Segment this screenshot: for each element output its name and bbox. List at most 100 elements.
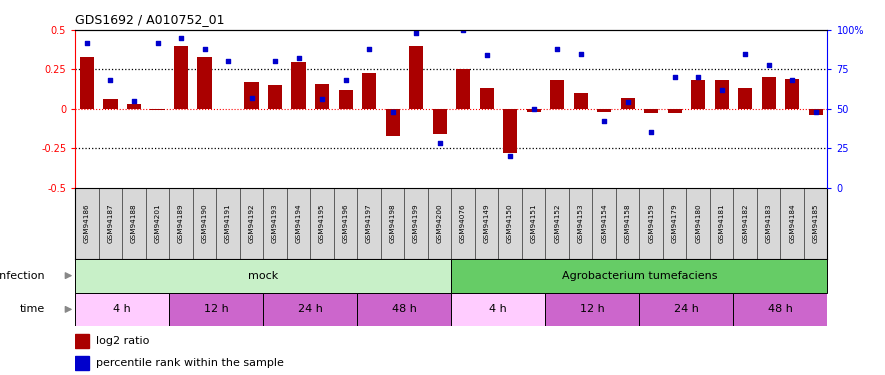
Bar [573,93,588,109]
Text: 24 h: 24 h [674,304,699,314]
Bar [480,88,494,109]
Bar [264,292,358,326]
Text: GSM94192: GSM94192 [249,203,255,243]
Text: GSM94183: GSM94183 [766,203,772,243]
Text: GSM94196: GSM94196 [342,203,349,243]
Bar [503,109,517,153]
Point [386,109,400,115]
Point [197,46,212,52]
Text: mock: mock [248,271,279,280]
Point [809,109,823,115]
Point [127,98,141,104]
Point [456,27,470,33]
Point [338,77,352,83]
Text: GSM94182: GSM94182 [743,203,748,243]
Text: GSM94153: GSM94153 [578,203,583,243]
Point [409,30,423,36]
Bar [80,57,94,109]
Text: GSM94193: GSM94193 [272,203,278,243]
Text: GSM94186: GSM94186 [84,203,90,243]
Bar [691,80,705,109]
Text: infection: infection [0,271,44,280]
Text: percentile rank within the sample: percentile rank within the sample [96,358,284,368]
Bar [268,85,282,109]
Point [150,40,165,46]
Bar [715,80,728,109]
Text: GSM94198: GSM94198 [389,203,396,243]
Text: GSM94159: GSM94159 [648,203,654,243]
Text: GSM94194: GSM94194 [296,203,302,243]
Point [527,106,541,112]
Point [268,58,282,64]
Point [738,51,752,57]
Text: GSM94154: GSM94154 [601,203,607,243]
Point [762,62,776,68]
Bar [127,104,141,109]
Text: GSM94184: GSM94184 [789,203,796,243]
Bar [75,259,451,292]
Point [503,153,517,159]
Bar [620,98,635,109]
Text: GSM94189: GSM94189 [178,203,184,243]
Point [573,51,588,57]
Text: Agrobacterium tumefaciens: Agrobacterium tumefaciens [562,271,717,280]
Point [714,87,728,93]
Bar [75,334,89,348]
Text: GSM94185: GSM94185 [812,203,819,243]
Bar [545,292,639,326]
Text: GSM94152: GSM94152 [554,203,560,243]
Text: GSM94181: GSM94181 [719,203,725,243]
Text: GSM94076: GSM94076 [460,203,466,243]
Point [785,77,799,83]
Point [667,74,681,80]
Text: GSM94179: GSM94179 [672,203,678,243]
Point [550,46,565,52]
Bar [734,292,827,326]
Bar [174,46,188,109]
Bar [75,292,169,326]
Text: GSM94188: GSM94188 [131,203,137,243]
Bar [244,82,258,109]
Text: 12 h: 12 h [204,304,228,314]
Point [644,129,658,135]
Bar [150,109,165,110]
Text: 24 h: 24 h [298,304,323,314]
Point [104,77,118,83]
Point [174,35,189,41]
Bar [785,79,799,109]
Point [244,95,258,101]
Text: GSM94150: GSM94150 [507,203,513,243]
Bar [527,109,541,112]
Bar [639,292,734,326]
Bar [550,80,565,109]
Text: log2 ratio: log2 ratio [96,336,150,346]
Text: GSM94201: GSM94201 [155,203,160,243]
Bar [762,77,776,109]
Text: GSM94197: GSM94197 [366,203,372,243]
Bar [809,109,823,115]
Text: GSM94158: GSM94158 [625,203,631,243]
Bar [358,292,451,326]
Text: GSM94195: GSM94195 [319,203,325,243]
Point [620,99,635,105]
Point [480,52,494,58]
Text: 48 h: 48 h [392,304,417,314]
Point [691,74,705,80]
Bar [409,46,423,109]
Text: GSM94199: GSM94199 [413,203,419,243]
Text: 4 h: 4 h [489,304,507,314]
Bar [75,356,89,370]
Bar [104,99,118,109]
Text: GSM94187: GSM94187 [107,203,113,243]
Bar [433,109,447,134]
Bar [456,69,470,109]
Text: 4 h: 4 h [113,304,131,314]
Point [362,46,376,52]
Bar [667,109,681,114]
Bar [197,57,212,109]
Point [597,118,612,124]
Bar [738,88,752,109]
Bar [338,90,352,109]
Point [291,56,305,62]
Text: GSM94190: GSM94190 [202,203,207,243]
